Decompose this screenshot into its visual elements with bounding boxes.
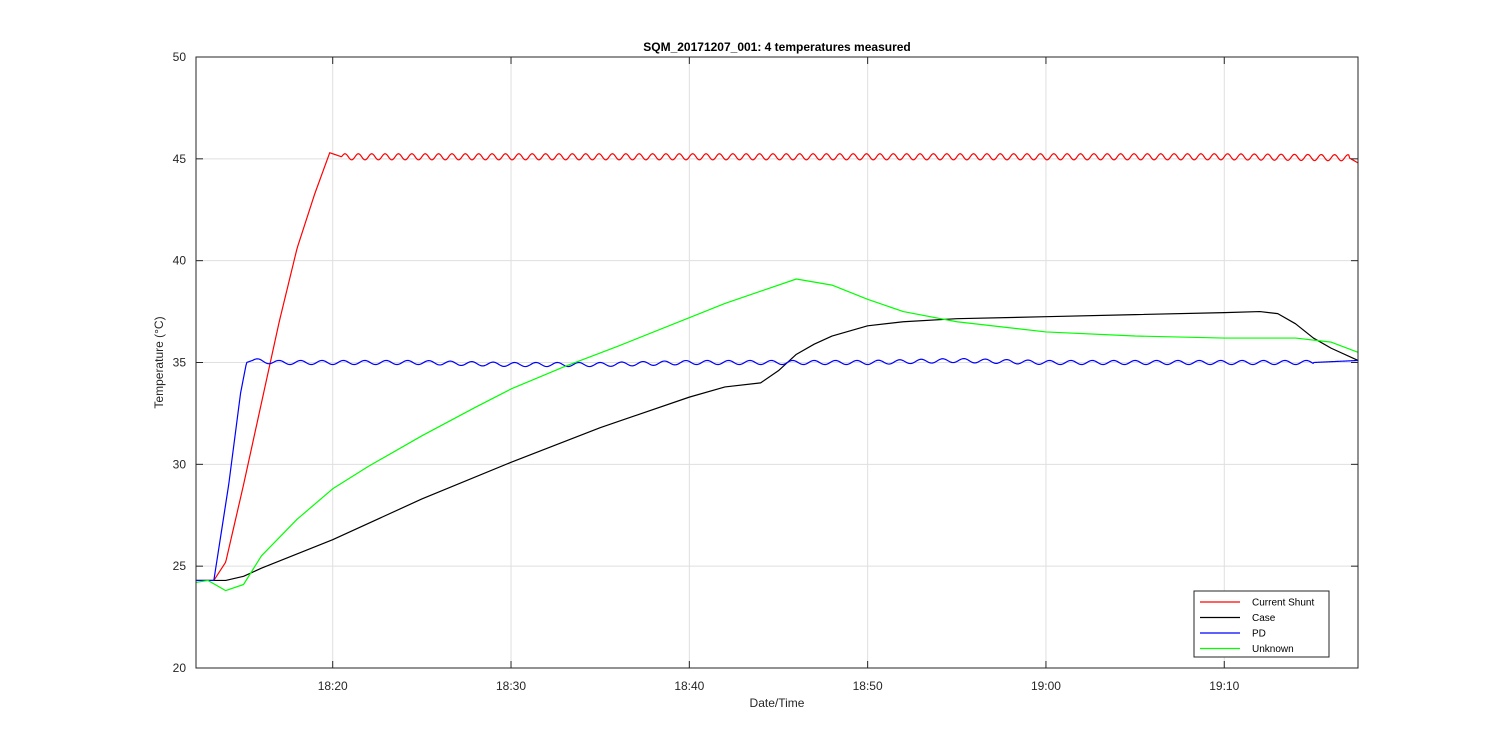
- y-tick-label: 50: [173, 50, 187, 64]
- series-line-unknown: [195, 278, 1359, 592]
- y-tick-label: 35: [173, 356, 187, 370]
- series-line-current-shunt: [195, 152, 1359, 582]
- tick-labels: 18:20 18:30 18:40 18:50 19:00 19:10 20 25 30 35 40…: [173, 50, 1240, 693]
- y-tick-label: 40: [173, 254, 187, 268]
- x-tick-label: 19:10: [1209, 679, 1239, 693]
- y-tick-label: 25: [173, 559, 187, 573]
- legend-label: PD: [1252, 629, 1266, 640]
- x-tick-label: 18:50: [853, 679, 883, 693]
- series-line-case: [195, 310, 1359, 582]
- x-tick-label: 19:00: [1031, 679, 1061, 693]
- series-layer: [195, 152, 1359, 592]
- y-axis-label: Temperature (°C): [152, 316, 166, 408]
- legend-entries: Current Shunt Case PD Unknown: [1200, 598, 1314, 655]
- legend-label: Unknown: [1252, 644, 1294, 655]
- x-tick-label: 18:20: [318, 679, 348, 693]
- y-tick-label: 45: [173, 152, 187, 166]
- axis-ticks: [196, 56, 1358, 669]
- chart-title: SQM_20171207_001: 4 temperatures measure…: [643, 40, 911, 54]
- legend-label: Case: [1252, 613, 1276, 624]
- x-tick-label: 18:30: [496, 679, 526, 693]
- y-tick-label: 20: [173, 661, 187, 675]
- legend-label: Current Shunt: [1252, 598, 1314, 609]
- y-tick-label: 30: [173, 457, 187, 471]
- series-line-pd: [195, 357, 1359, 582]
- x-tick-label: 18:40: [674, 679, 704, 693]
- x-axis-label: Date/Time: [750, 696, 805, 710]
- legend: Current Shunt Case PD Unknown: [1193, 590, 1330, 658]
